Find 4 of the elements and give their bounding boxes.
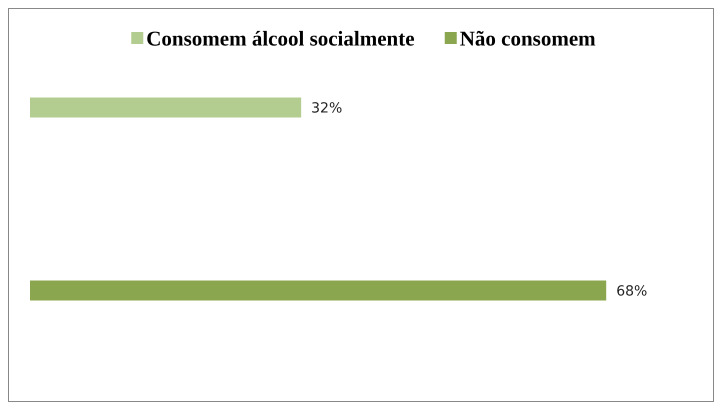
legend-label: Consomem álcool socialmente [146, 26, 415, 50]
legend-label: Não consomem [460, 26, 596, 50]
data-label: 68% [616, 283, 648, 300]
data-label: 32% [311, 100, 342, 116]
